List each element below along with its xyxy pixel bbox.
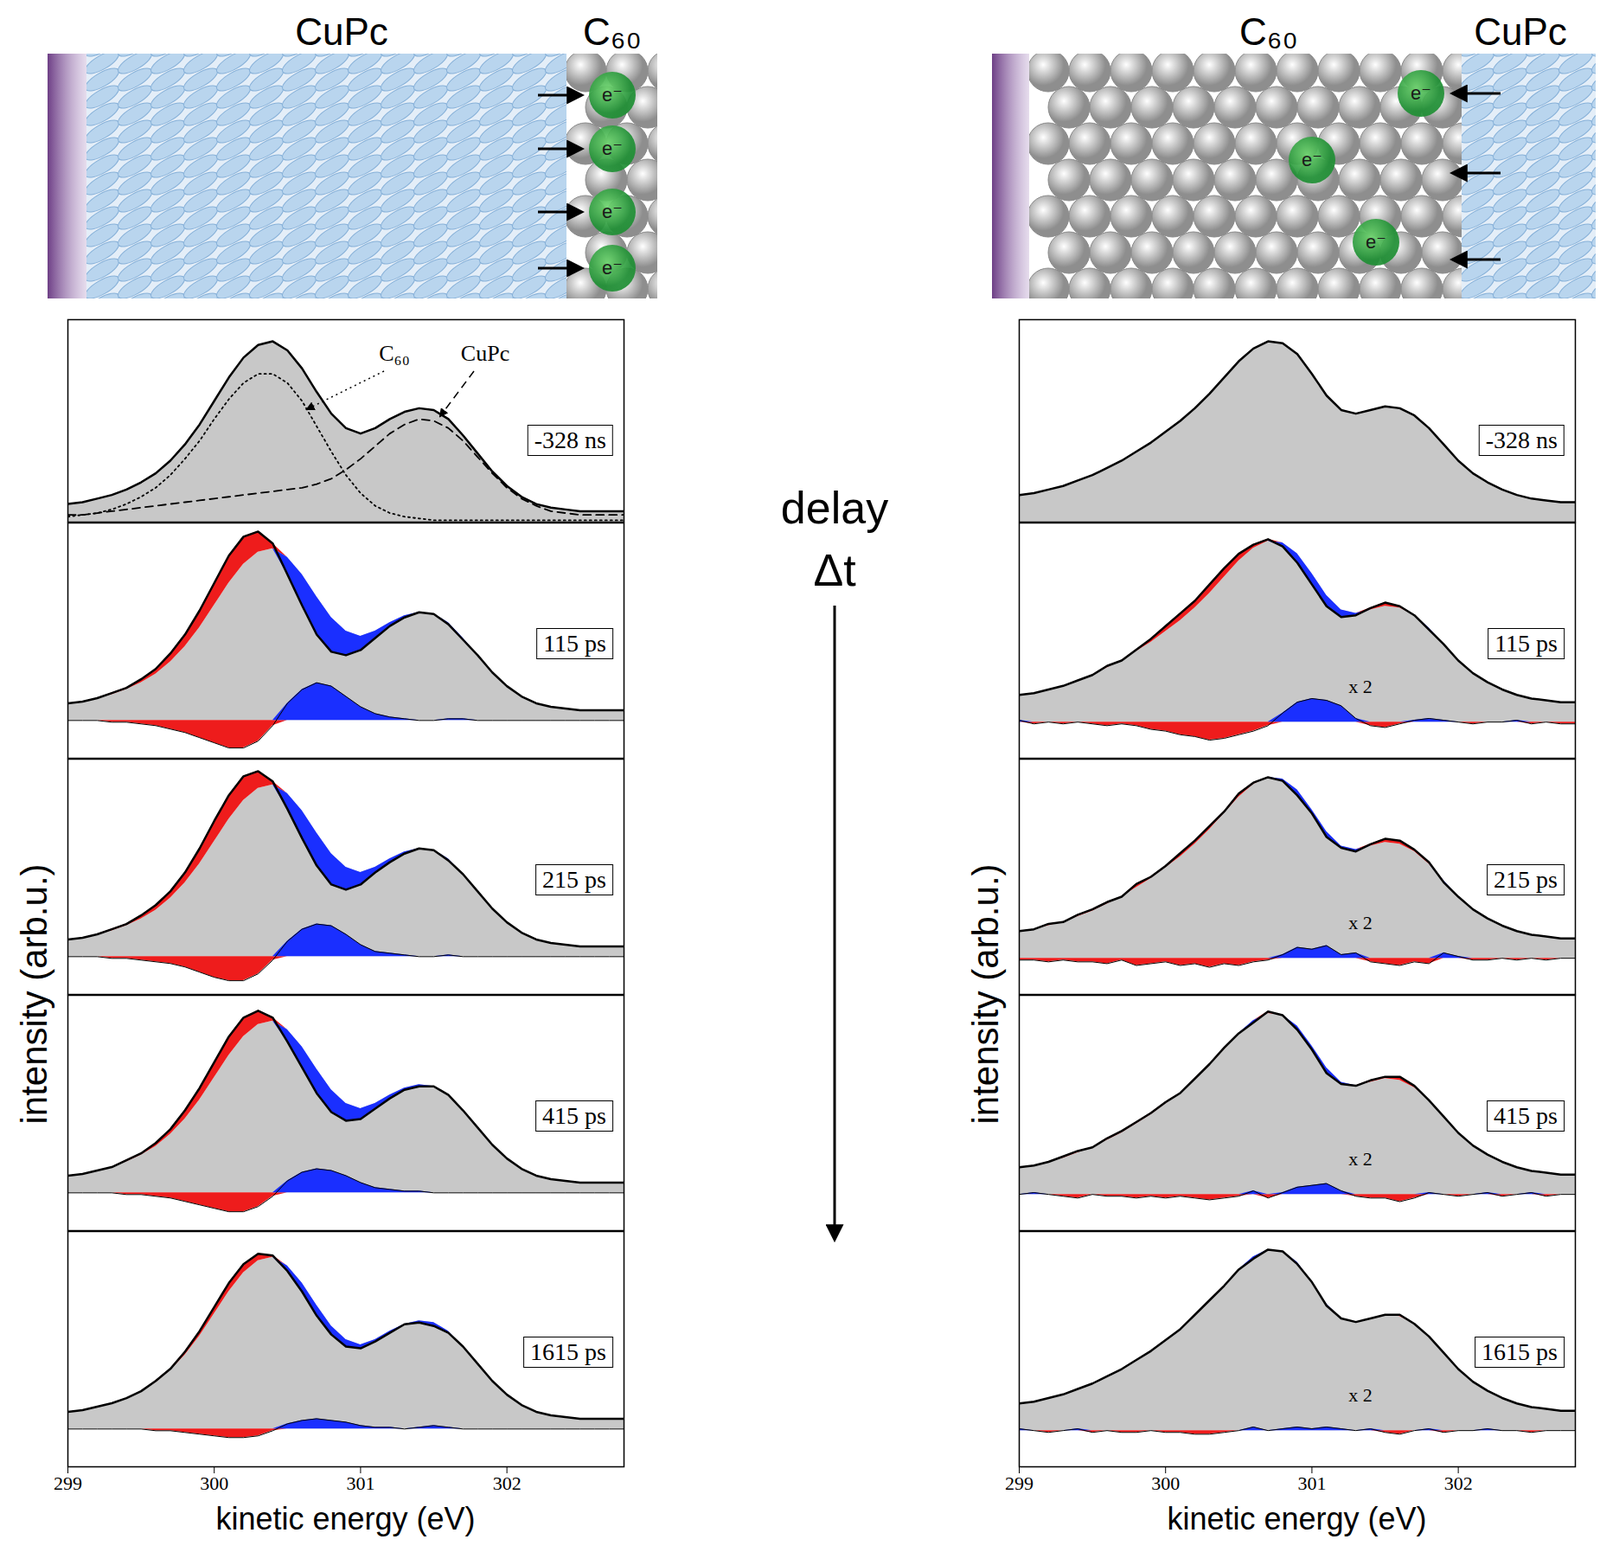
svg-text:e⁻: e⁻: [601, 200, 623, 223]
svg-text:e⁻: e⁻: [601, 137, 623, 160]
svg-text:delay: delay: [780, 482, 889, 533]
svg-text:CuPc: CuPc: [1473, 10, 1568, 53]
svg-text:e⁻: e⁻: [1410, 82, 1432, 104]
svg-text:C₆₀: C₆₀: [378, 340, 410, 366]
html-text:x 2: x 2: [1348, 1383, 1373, 1406]
html-text:-328 ns: -328 ns: [534, 426, 607, 454]
svg-text:CuPc: CuPc: [460, 340, 510, 366]
svg-text:302: 302: [1444, 1472, 1473, 1494]
html-text:415 ps: 415 ps: [1493, 1101, 1558, 1129]
html-text:x 2: x 2: [1348, 911, 1373, 934]
html-text:215 ps: 215 ps: [542, 865, 607, 893]
svg-text:C₆₀: C₆₀: [582, 10, 642, 53]
html-text:215 ps: 215 ps: [1493, 865, 1558, 893]
svg-text:301: 301: [1297, 1472, 1326, 1494]
svg-text:301: 301: [345, 1472, 375, 1494]
html-text:-328 ns: -328 ns: [1485, 426, 1558, 454]
svg-text:C₆₀: C₆₀: [1239, 10, 1299, 53]
html-text:x 2: x 2: [1348, 675, 1373, 698]
html-text:1615 ps: 1615 ps: [1481, 1337, 1558, 1365]
html-text:115 ps: 115 ps: [543, 629, 607, 657]
svg-text:e⁻: e⁻: [601, 83, 623, 106]
html-text:intensity (arb.u.): intensity (arb.u.): [13, 863, 55, 1124]
svg-text:Δt: Δt: [812, 544, 857, 596]
svg-text:e⁻: e⁻: [1365, 230, 1387, 253]
svg-text:e⁻: e⁻: [1301, 148, 1323, 171]
html-text:intensity (arb.u.): intensity (arb.u.): [965, 863, 1006, 1124]
svg-text:302: 302: [492, 1472, 522, 1494]
svg-text:CuPc: CuPc: [294, 10, 389, 53]
svg-text:299: 299: [1004, 1472, 1034, 1494]
svg-text:300: 300: [199, 1472, 229, 1494]
html-text:kinetic energy (eV): kinetic energy (eV): [215, 1500, 476, 1536]
svg-text:299: 299: [53, 1472, 83, 1494]
html-text:1615 ps: 1615 ps: [530, 1337, 607, 1365]
html-text:x 2: x 2: [1348, 1147, 1373, 1170]
html-text:115 ps: 115 ps: [1494, 629, 1558, 657]
html-text:kinetic energy (eV): kinetic energy (eV): [1167, 1500, 1427, 1536]
svg-text:300: 300: [1151, 1472, 1180, 1494]
html-text:415 ps: 415 ps: [542, 1101, 607, 1129]
svg-text:e⁻: e⁻: [601, 256, 623, 279]
